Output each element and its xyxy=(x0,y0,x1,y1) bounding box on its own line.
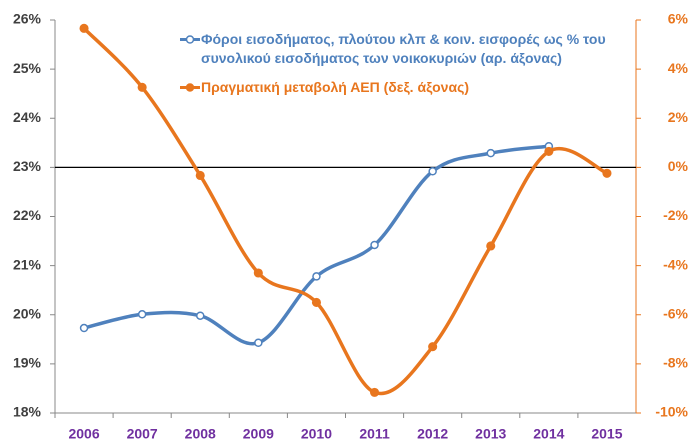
y2-tick-label: 2% xyxy=(668,109,689,125)
y2-tick-label: 6% xyxy=(668,11,689,27)
y2-tick-label: -4% xyxy=(663,256,688,272)
point xyxy=(195,170,205,181)
y2-tick-label: 4% xyxy=(668,60,689,76)
x-tick-label: 2010 xyxy=(301,426,332,442)
point xyxy=(253,268,263,278)
point xyxy=(602,168,612,178)
x-tick-label: 2011 xyxy=(359,426,390,442)
point xyxy=(137,82,147,92)
x-tick-label: 2015 xyxy=(591,426,622,442)
point xyxy=(544,146,554,156)
y-tick-label: 23% xyxy=(13,158,42,174)
x-tick-label: 2013 xyxy=(475,426,506,442)
point xyxy=(196,311,205,320)
legend-label: Πραγματική μεταβολή ΑΕΠ (δεξ. άξονας) xyxy=(201,79,470,95)
series-line xyxy=(82,27,608,396)
y2-tick-label: 0% xyxy=(668,158,689,174)
y2-tick-label: -2% xyxy=(663,207,688,223)
y2-tick-label: -8% xyxy=(663,355,688,371)
point xyxy=(137,310,147,319)
point xyxy=(428,167,437,176)
point xyxy=(312,272,321,281)
point xyxy=(79,323,89,333)
legend-marker xyxy=(185,35,195,44)
y-tick-label: 26% xyxy=(13,11,42,27)
y2-tick-label: -10% xyxy=(655,404,688,420)
y-tick-label: 18% xyxy=(13,404,42,420)
y-tick-label: 22% xyxy=(13,207,42,223)
point xyxy=(311,297,322,308)
y-tick-label: 21% xyxy=(13,256,42,272)
point xyxy=(486,148,495,158)
point xyxy=(370,240,379,250)
x-tick-label: 2014 xyxy=(533,426,564,442)
y-tick-label: 24% xyxy=(13,109,42,125)
x-tick-label: 2008 xyxy=(185,426,216,442)
series-line xyxy=(83,144,550,346)
point xyxy=(370,387,380,397)
legend-marker xyxy=(185,83,195,92)
y2-tick-label: -6% xyxy=(663,305,688,321)
point xyxy=(79,23,89,33)
point xyxy=(428,342,438,352)
y-tick-label: 19% xyxy=(13,355,42,371)
legend-label: Φόροι εισοδήματος, πλούτου κλπ & κοιν. ε… xyxy=(201,31,606,66)
point xyxy=(254,338,263,348)
x-tick-label: 2009 xyxy=(243,426,274,442)
point xyxy=(486,241,496,251)
x-tick-label: 2006 xyxy=(68,426,99,442)
x-tick-label: 2007 xyxy=(127,426,158,442)
y-tick-label: 20% xyxy=(13,305,42,321)
y-tick-label: 25% xyxy=(13,60,42,76)
x-tick-label: 2012 xyxy=(417,426,448,442)
